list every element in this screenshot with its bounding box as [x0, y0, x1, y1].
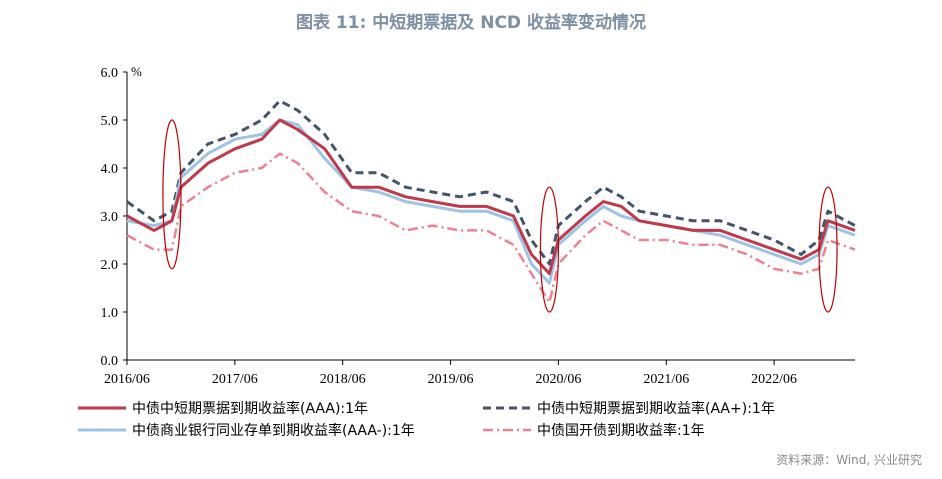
legend-swatch-ncd: [78, 428, 126, 432]
highlight-ellipse-2: [818, 186, 838, 313]
y-tick-label: 4.0: [101, 162, 119, 177]
annotation-layer: [162, 119, 838, 313]
highlight-ellipse-0: [162, 119, 182, 270]
series-layer: [126, 99, 856, 304]
legend-label-aaplus: 中债中短期票据到期收益率(AA+):1年: [537, 401, 775, 417]
legend-item-aaa: 中债中短期票据到期收益率(AAA):1年: [78, 398, 368, 418]
x-tick-label: 2021/06: [643, 372, 689, 387]
axes: 0.0 1.0 2.0 3.0 4.0 5.0 6.0 % 2016/06 2017/06 2018…: [101, 64, 855, 387]
y-tick-label: 0.0: [101, 354, 119, 369]
legend-item-aaplus: 中债中短期票据到期收益率(AA+):1年: [483, 398, 775, 418]
legend-item-cdb: 中债国开债到期收益率:1年: [483, 420, 705, 440]
legend-swatch-aaa: [78, 406, 126, 410]
y-tick-label: 5.0: [101, 114, 119, 129]
x-tick-label: 2016/06: [104, 372, 150, 387]
x-tick-label: 2017/06: [212, 372, 258, 387]
y-tick-label: 2.0: [101, 258, 119, 273]
y-unit-label: %: [131, 64, 142, 79]
y-tick-label: 1.0: [101, 306, 119, 321]
legend-item-ncd: 中债商业银行同业存单到期收益率(AAA-):1年: [78, 420, 415, 440]
source-note: 资料来源：Wind, 兴业研究: [776, 453, 922, 467]
x-tick-label: 2019/06: [428, 372, 474, 387]
series-line-0: [126, 118, 856, 276]
x-tick-label: 2020/06: [535, 372, 581, 387]
legend-swatch-aaplus: [483, 406, 531, 410]
x-tick-label: 2018/06: [320, 372, 366, 387]
chart-title: 图表 11: 中短期票据及 NCD 收益率变动情况: [296, 13, 646, 33]
legend-label-ncd: 中债商业银行同业存单到期收益率(AAA-):1年: [132, 423, 415, 439]
legend-label-aaa: 中债中短期票据到期收益率(AAA):1年: [132, 401, 369, 417]
series-line-3: [126, 152, 856, 304]
y-tick-label: 3.0: [101, 210, 119, 225]
series-line-1: [126, 99, 856, 266]
legend-label-cdb: 中债国开债到期收益率:1年: [537, 423, 705, 439]
highlight-ellipse-1: [539, 186, 560, 313]
x-tick-label: 2022/06: [751, 372, 797, 387]
series-line-2: [126, 118, 856, 285]
legend-swatch-cdb: [483, 428, 531, 432]
y-tick-label: 6.0: [101, 66, 119, 81]
